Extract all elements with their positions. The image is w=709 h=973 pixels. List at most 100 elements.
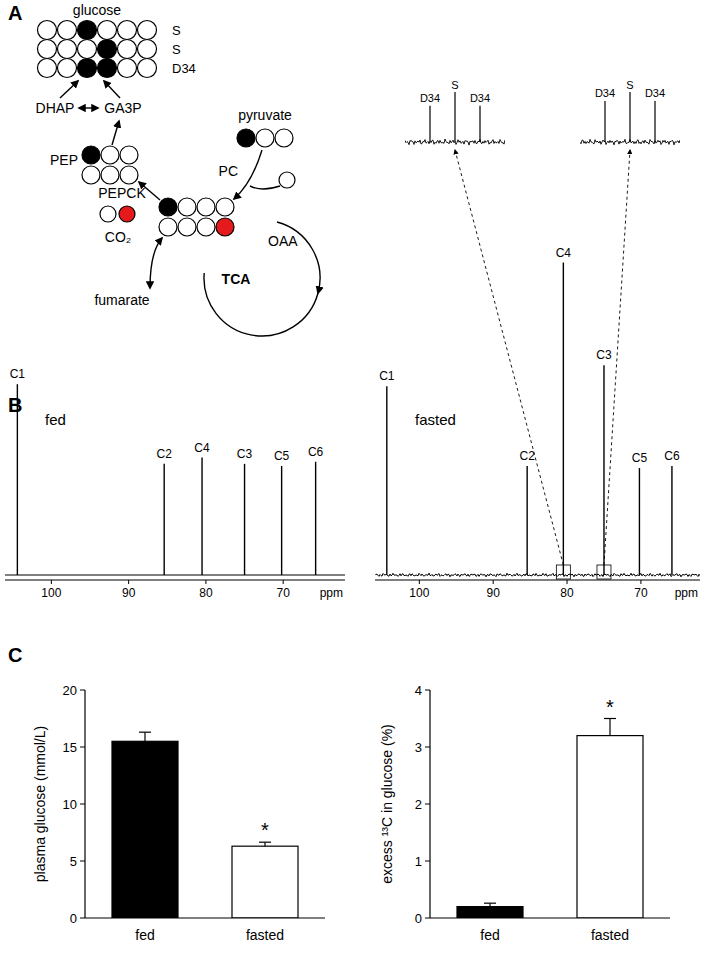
y-tick-label: 15 xyxy=(63,740,77,755)
atom xyxy=(138,40,157,59)
peak xyxy=(526,466,527,575)
atom xyxy=(118,40,137,59)
x-tick xyxy=(567,580,568,584)
atom xyxy=(98,21,117,40)
peak-label: C4 xyxy=(194,441,210,455)
arrow xyxy=(250,186,280,189)
atom xyxy=(119,206,135,222)
atom xyxy=(197,198,215,216)
arrow xyxy=(104,81,120,98)
y-axis-label: excess ¹³C in glucose (%) xyxy=(379,724,395,884)
atom xyxy=(197,218,215,236)
label-tag: S xyxy=(172,42,181,57)
molecule-label: PEP xyxy=(50,152,78,168)
peak xyxy=(603,365,604,575)
inset-label: S xyxy=(451,79,458,91)
x-tick-label: 100 xyxy=(41,586,61,600)
bar xyxy=(232,846,298,918)
x-tick xyxy=(205,580,206,584)
significance: * xyxy=(606,696,614,718)
atom xyxy=(279,172,295,188)
y-tick-label: 1 xyxy=(415,854,422,869)
atom xyxy=(256,129,274,147)
atom xyxy=(237,129,255,147)
atom xyxy=(100,206,116,222)
atom xyxy=(118,21,137,40)
x-axis xyxy=(375,579,700,580)
atom xyxy=(98,59,117,78)
panel-label: B xyxy=(8,394,22,416)
diagram-arrows xyxy=(60,81,320,336)
peak-label: C6 xyxy=(664,449,680,463)
error-bar xyxy=(259,842,271,846)
atom xyxy=(178,218,196,236)
significance: * xyxy=(261,819,269,841)
panel-label: C xyxy=(8,644,22,666)
spectrum-title: fasted xyxy=(415,411,456,428)
label-tag: D34 xyxy=(172,61,196,76)
x-axis-label: ppm xyxy=(320,586,343,600)
peak-label: C1 xyxy=(10,367,26,381)
inset-label: D34 xyxy=(420,92,440,104)
plot-area xyxy=(375,263,700,577)
atom xyxy=(78,59,97,78)
atom xyxy=(82,146,100,164)
x-tick-label: 90 xyxy=(122,586,136,600)
atom xyxy=(38,40,57,59)
y-tick-label: 2 xyxy=(415,797,422,812)
bar xyxy=(457,907,523,918)
y-tick xyxy=(80,861,85,862)
molecule-label: OAA xyxy=(268,233,298,249)
inset-label: D34 xyxy=(645,87,665,99)
peak xyxy=(563,263,564,575)
diagram-label: TCA xyxy=(222,271,251,287)
peak-label: C6 xyxy=(308,445,324,459)
baseline xyxy=(375,573,700,577)
error-cap xyxy=(259,842,271,843)
label-tag: S xyxy=(172,23,181,38)
y-tick xyxy=(80,747,85,748)
bar xyxy=(112,741,178,918)
arrow xyxy=(234,150,262,199)
y-axis-label: plasma glucose (mmol/L) xyxy=(32,726,48,882)
y-tick xyxy=(425,918,430,919)
peak-label: C3 xyxy=(237,447,253,461)
spectrum-title: fed xyxy=(45,411,66,428)
inset-label: S xyxy=(626,79,633,91)
zoom-arrow xyxy=(455,150,563,565)
error-line xyxy=(609,719,610,736)
figure: ABCglucoseSSD34PEPpyruvateOAACO₂DHAPGA3P… xyxy=(0,0,709,973)
x-axis xyxy=(430,917,670,918)
atom xyxy=(82,166,100,184)
arrow xyxy=(150,238,162,288)
plot-area xyxy=(5,384,345,575)
atom xyxy=(138,59,157,78)
plot-area xyxy=(457,719,643,919)
y-tick-label: 5 xyxy=(70,854,77,869)
atom xyxy=(38,21,57,40)
peak xyxy=(163,464,164,575)
x-tick xyxy=(640,580,641,584)
peak xyxy=(671,466,672,575)
atom xyxy=(178,198,196,216)
diagram-label: fumarate xyxy=(94,292,149,308)
atom xyxy=(118,59,137,78)
x-tick xyxy=(51,580,52,584)
x-tick-label: 70 xyxy=(634,586,648,600)
diagram-label: PC xyxy=(219,163,238,179)
molecule-label: CO₂ xyxy=(105,229,131,245)
error-bar xyxy=(604,719,616,736)
inset-label: D34 xyxy=(595,87,615,99)
atom xyxy=(120,166,138,184)
zoom-box xyxy=(556,565,570,579)
panel-label: A xyxy=(8,2,22,24)
peak xyxy=(244,464,245,575)
atom xyxy=(101,166,119,184)
peak xyxy=(639,468,640,575)
atom xyxy=(275,129,293,147)
peak-label: C5 xyxy=(632,451,648,465)
atom xyxy=(78,40,97,59)
peak-label: C3 xyxy=(596,348,612,362)
inset-peak xyxy=(454,92,455,142)
peak xyxy=(17,384,18,575)
